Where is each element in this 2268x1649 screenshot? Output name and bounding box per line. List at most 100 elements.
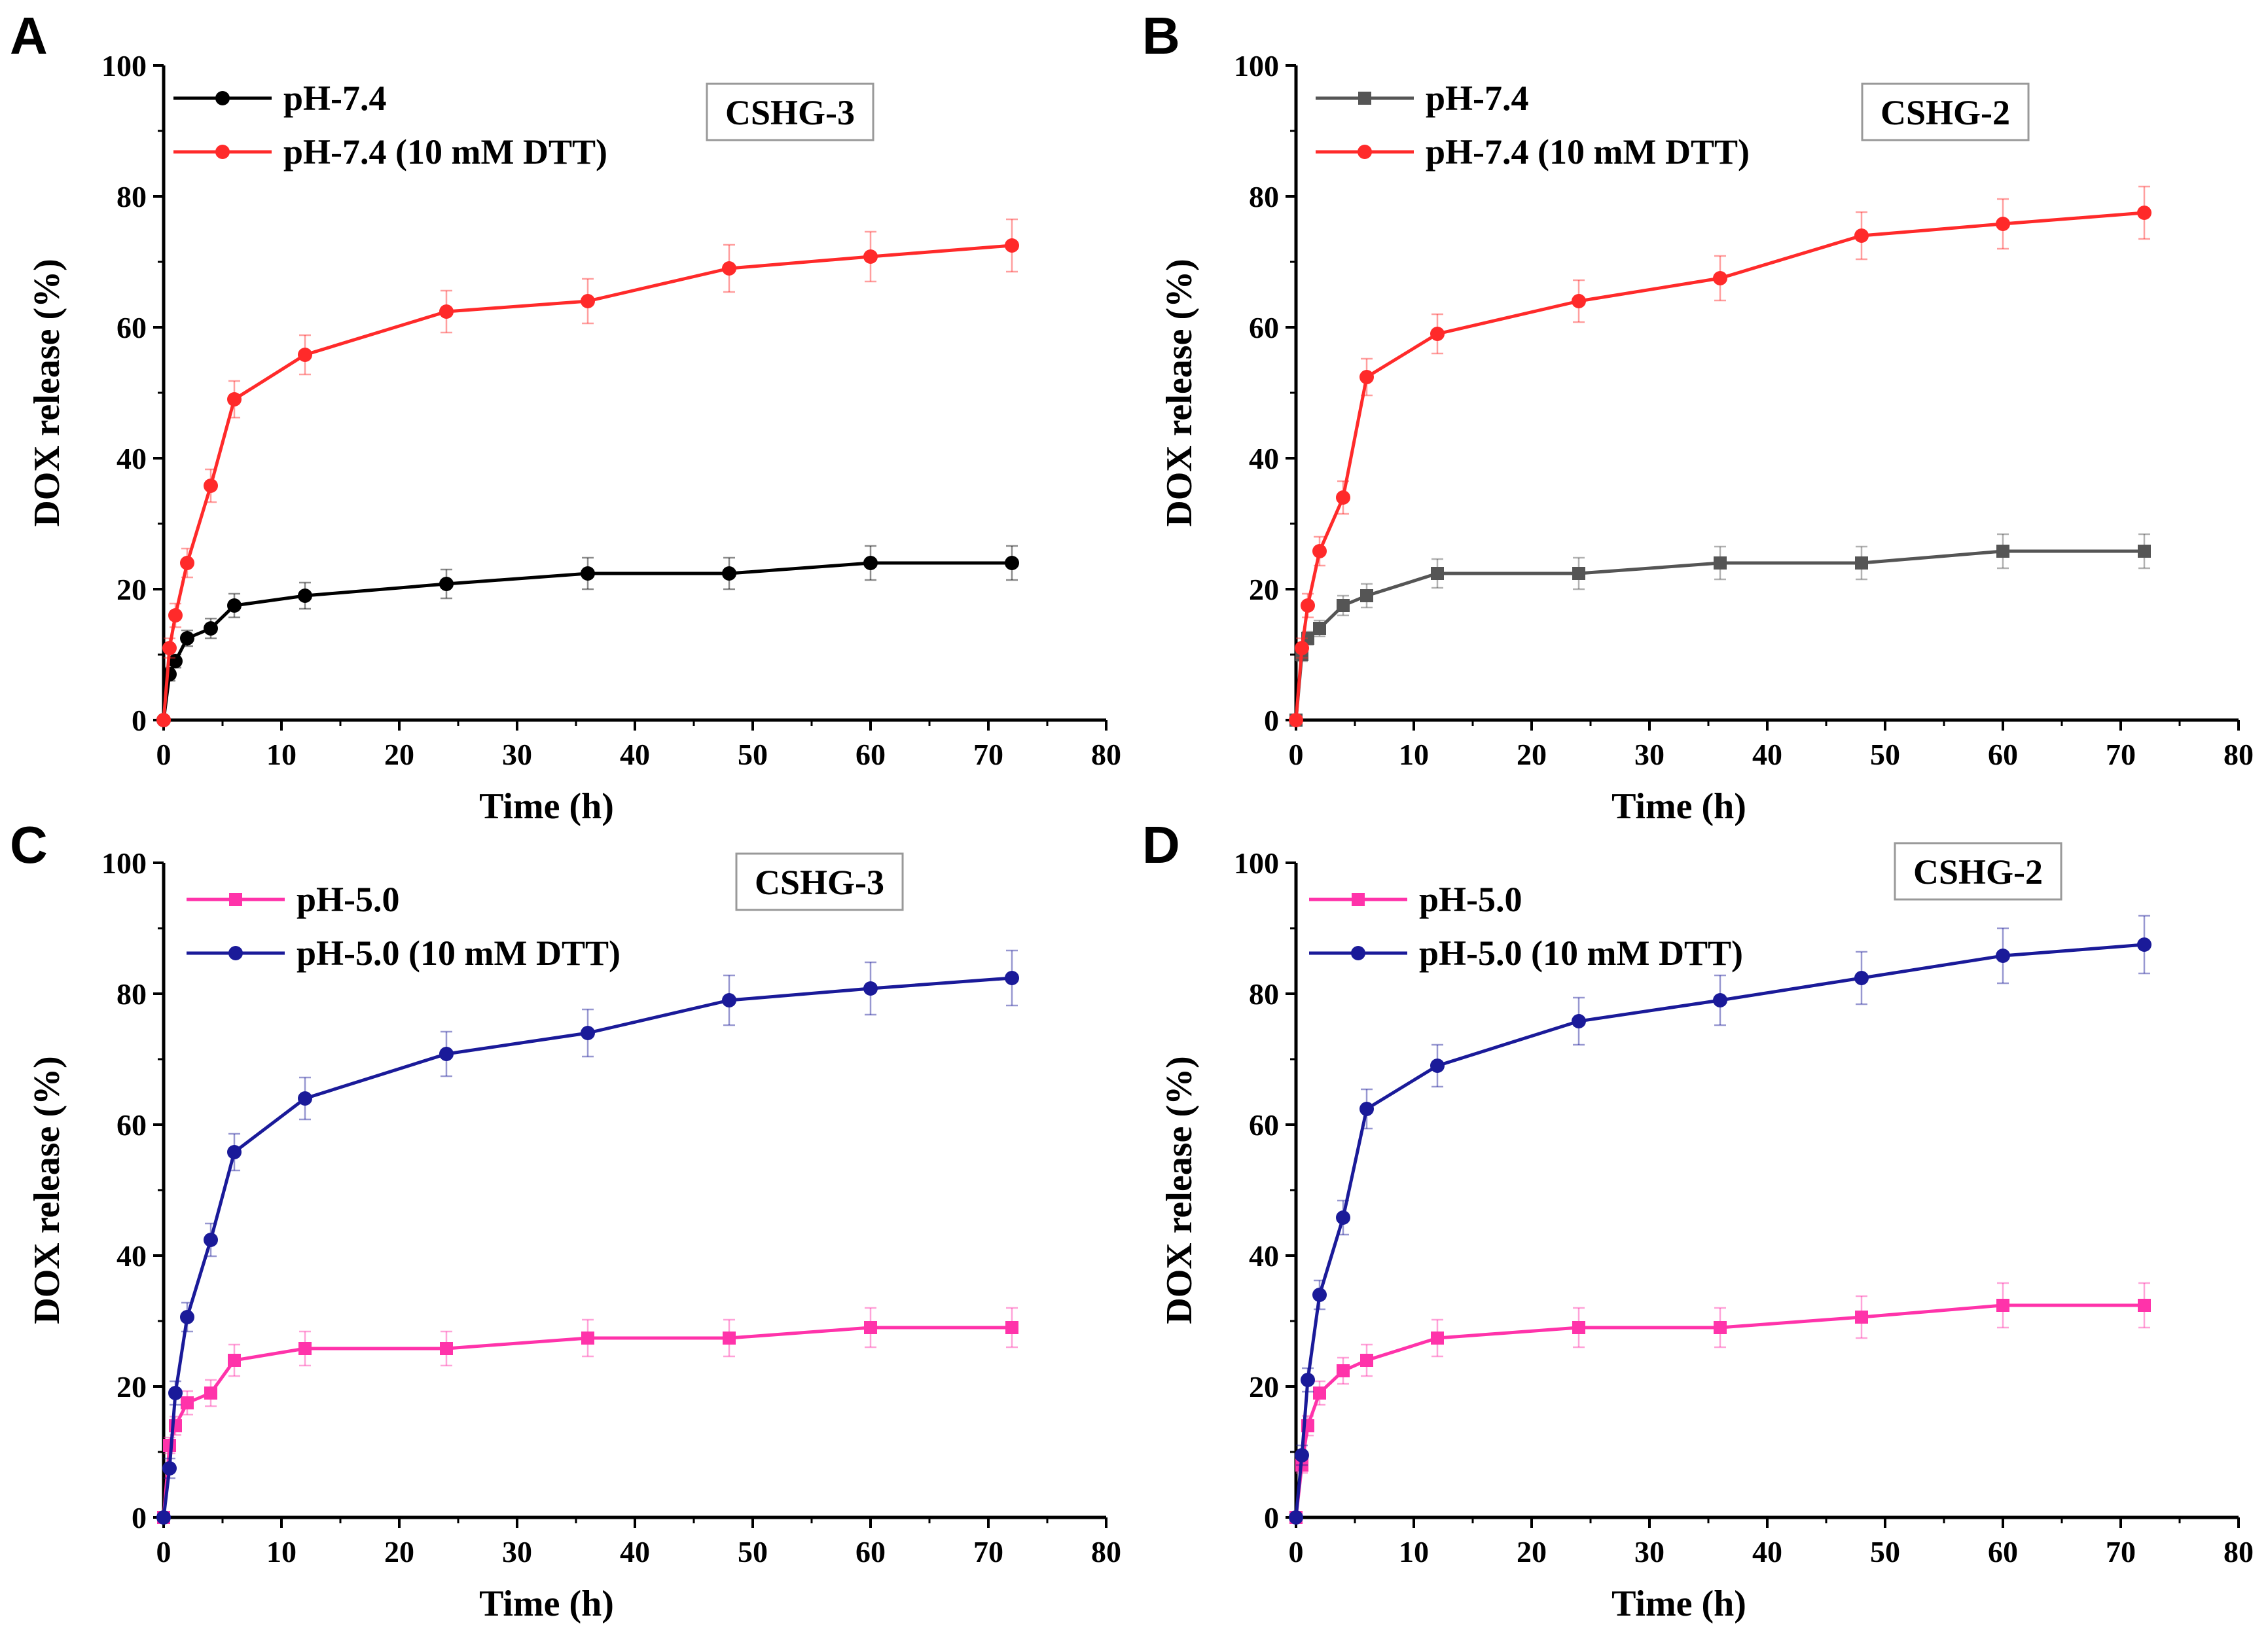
x-tick-label: 10 xyxy=(266,1535,297,1568)
legend-marker xyxy=(228,946,243,960)
data-point xyxy=(162,667,177,681)
x-tick-label: 10 xyxy=(266,738,297,771)
data-point xyxy=(1572,1321,1585,1334)
x-tick-label: 0 xyxy=(156,1535,171,1568)
x-axis-title: Time (h) xyxy=(1611,1584,1746,1624)
x-tick-label: 40 xyxy=(1752,1535,1782,1568)
x-tick-label: 40 xyxy=(1752,738,1782,771)
data-point xyxy=(1572,567,1585,580)
panel-letter: C xyxy=(10,816,48,874)
data-point xyxy=(2138,545,2151,558)
y-tick-label: 100 xyxy=(101,846,147,880)
data-point xyxy=(1301,598,1315,613)
annotation-box xyxy=(1894,842,2062,901)
data-point xyxy=(1430,327,1445,341)
legend-label: pH-7.4 xyxy=(1426,79,1529,118)
y-tick-label: 20 xyxy=(117,573,147,606)
x-tick-label: 20 xyxy=(384,738,414,771)
legend-label: pH-5.0 xyxy=(1419,880,1522,919)
data-point xyxy=(168,1386,183,1400)
data-point xyxy=(1289,713,1303,727)
legend-marker xyxy=(1351,946,1365,960)
annotation-box xyxy=(735,852,904,911)
data-point xyxy=(1337,599,1350,612)
x-tick-label: 40 xyxy=(620,738,650,771)
x-tick-label: 50 xyxy=(738,738,768,771)
data-point xyxy=(180,631,194,645)
data-point xyxy=(1289,1510,1303,1525)
data-point xyxy=(204,479,218,493)
data-point xyxy=(1005,971,1019,985)
data-point xyxy=(722,566,736,581)
data-point xyxy=(1336,1210,1350,1225)
annotation-label: CSHG-3 xyxy=(755,863,884,902)
x-tick-label: 70 xyxy=(2106,1535,2136,1568)
panel-letter: B xyxy=(1142,7,1180,65)
panel-a: A 0 10 20 30 40 50 60 70 80 0 20 40 60 80 100 Time (h) D… xyxy=(10,7,1121,827)
panel-c: C 0 10 20 30 40 50 60 70 80 0 20 40 60 80 100 Time (h) D… xyxy=(10,816,1121,1624)
data-point xyxy=(162,641,177,655)
data-point xyxy=(581,1332,594,1345)
data-point xyxy=(581,566,595,581)
data-point xyxy=(722,993,736,1007)
data-point xyxy=(1359,1102,1374,1116)
data-point xyxy=(1005,238,1019,253)
x-tick-label: 30 xyxy=(1634,738,1665,771)
legend-marker xyxy=(215,91,230,105)
data-point xyxy=(2137,206,2151,220)
legend-label: pH-7.4 xyxy=(283,79,387,118)
panel-letter: A xyxy=(10,7,48,65)
data-point xyxy=(1431,1332,1444,1345)
x-tick-label: 30 xyxy=(502,1535,532,1568)
data-point xyxy=(227,1145,242,1159)
data-point xyxy=(1005,1321,1018,1334)
y-tick-label: 100 xyxy=(1234,49,1279,82)
panel-letter: D xyxy=(1142,816,1180,874)
data-point xyxy=(439,304,454,319)
series-line xyxy=(162,976,1013,1518)
x-axis-title: Time (h) xyxy=(479,786,614,827)
x-tick-label: 20 xyxy=(384,1535,414,1568)
data-point xyxy=(1337,1364,1350,1377)
data-point xyxy=(204,621,218,636)
y-tick-label: 0 xyxy=(1264,704,1279,737)
y-tick-label: 40 xyxy=(117,442,147,475)
x-axis-title: Time (h) xyxy=(479,1584,614,1624)
data-point xyxy=(168,608,183,623)
legend-label: pH-5.0 (10 mM DTT) xyxy=(297,933,621,973)
data-point xyxy=(439,1047,454,1061)
annotation-box xyxy=(1861,82,2030,141)
data-point xyxy=(581,1026,595,1040)
x-tick-label: 60 xyxy=(855,1535,886,1568)
data-point xyxy=(864,1321,877,1334)
data-point xyxy=(298,1342,312,1355)
x-tick-label: 60 xyxy=(855,738,886,771)
data-point xyxy=(204,1233,218,1247)
data-point xyxy=(180,556,194,570)
y-tick-label: 80 xyxy=(117,977,147,1011)
legend-label: pH-5.0 xyxy=(297,880,400,919)
legend-marker xyxy=(215,145,230,159)
y-tick-label: 0 xyxy=(132,1501,147,1534)
y-tick-label: 40 xyxy=(117,1239,147,1273)
data-point xyxy=(162,1461,177,1476)
data-point xyxy=(298,1091,312,1106)
data-point xyxy=(2138,1299,2151,1312)
x-tick-label: 70 xyxy=(973,1535,1003,1568)
x-tick-label: 10 xyxy=(1399,1535,1429,1568)
data-point xyxy=(723,1332,736,1345)
data-point xyxy=(1360,1354,1373,1367)
y-tick-label: 20 xyxy=(1249,1370,1279,1404)
y-tick-label: 40 xyxy=(1249,1239,1279,1273)
data-point xyxy=(1572,294,1586,308)
legend-marker xyxy=(229,893,242,906)
y-tick-label: 80 xyxy=(1249,977,1279,1011)
data-point xyxy=(1996,545,2009,558)
y-tick-label: 60 xyxy=(117,311,147,344)
x-tick-label: 80 xyxy=(2223,738,2254,771)
data-point xyxy=(1854,971,1869,985)
data-point xyxy=(298,589,312,603)
panel-d: D 0 10 20 30 40 50 60 70 80 0 20 40 60 80 100 Time (h) D… xyxy=(1142,816,2254,1624)
annotation-label: CSHG-2 xyxy=(1881,93,2010,132)
